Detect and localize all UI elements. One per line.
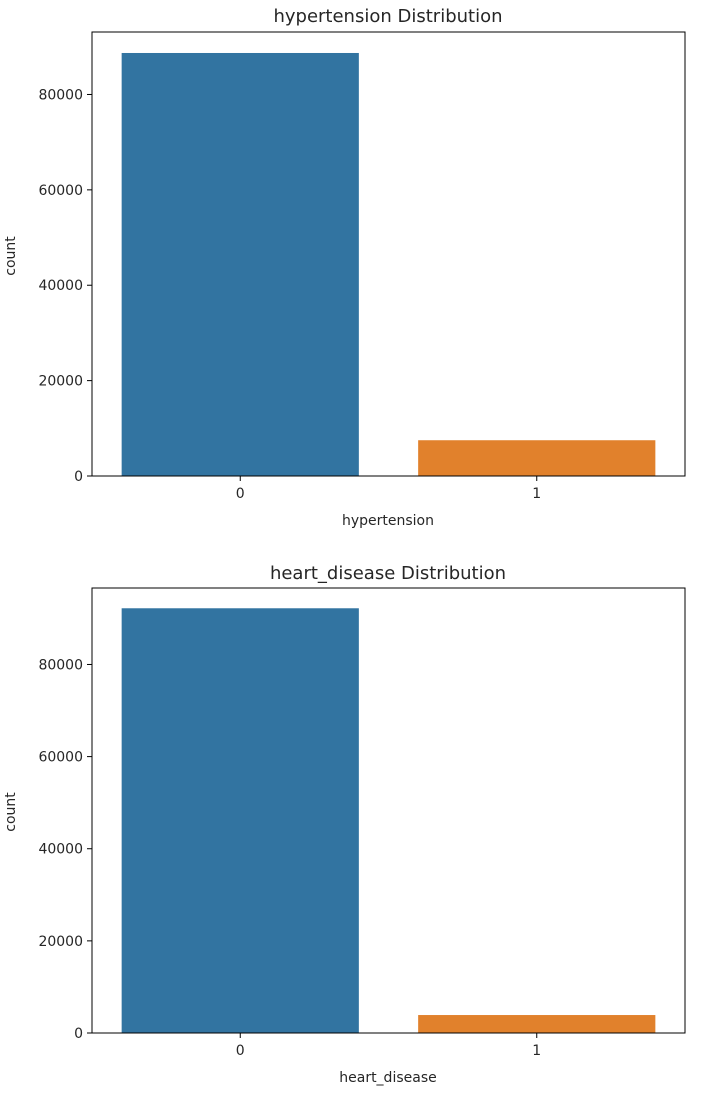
chart-2-y-tick-label: 40000: [38, 842, 83, 858]
chart-2-bar-0: [121, 608, 359, 1033]
chart-1-y-tick-label: 20000: [38, 374, 83, 390]
chart-2-y-tick-label: 0: [74, 1026, 83, 1042]
heart-disease-chart: heart_disease Distribution 0 20000 40000 60…: [3, 563, 686, 1086]
chart-2-y-tick-label: 80000: [38, 657, 83, 673]
chart-1-x-axis-label: hypertension: [342, 513, 434, 529]
chart-1-bar-0: [121, 52, 359, 476]
hypertension-chart: hypertension Distribution 0 20000 40000 600…: [3, 6, 686, 529]
chart-1-bar-1: [418, 440, 656, 476]
chart-1-title: hypertension Distribution: [273, 6, 502, 27]
chart-2-y-tick-label: 20000: [38, 934, 83, 950]
chart-1-y-tick-label: 40000: [38, 278, 83, 294]
chart-2-y-axis-label: count: [3, 792, 19, 832]
chart-2-title: heart_disease Distribution: [270, 563, 506, 584]
chart-2-x-axis-label: heart_disease: [339, 1070, 436, 1086]
chart-2-x-tick-label: 1: [532, 1043, 541, 1059]
chart-1-y-tick-label: 80000: [38, 87, 83, 103]
chart-1-plot-frame: [91, 31, 686, 477]
chart-2-x-tick-label: 0: [236, 1043, 245, 1059]
chart-1-x-tick-label: 0: [236, 486, 245, 502]
chart-1-y-axis-label: count: [3, 236, 19, 276]
chart-2-y-tick-label: 60000: [38, 750, 83, 766]
chart-1-x-tick-label: 1: [532, 486, 541, 502]
chart-1-y-tick-label: 60000: [38, 183, 83, 199]
chart-2-bar-1: [418, 1015, 656, 1033]
chart-2-plot-frame: [91, 587, 686, 1034]
chart-1-y-tick-label: 0: [74, 469, 83, 485]
